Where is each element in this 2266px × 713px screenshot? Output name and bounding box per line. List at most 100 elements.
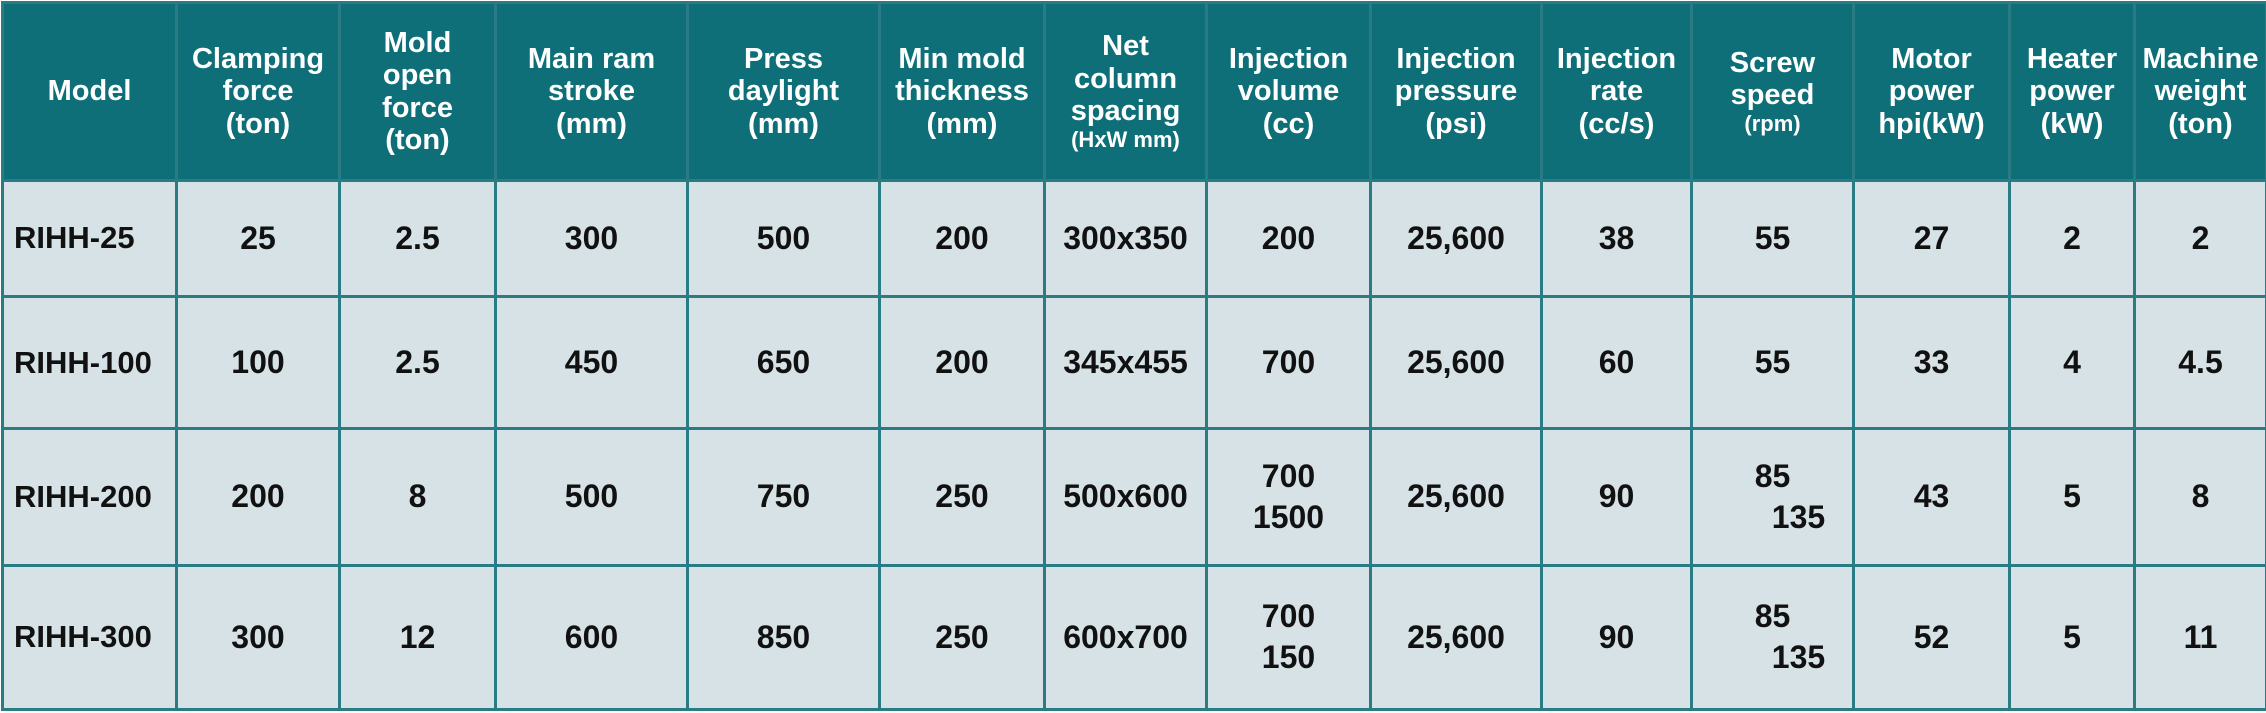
cell-value: 150 xyxy=(1261,639,1316,676)
header-injection-volume: Injection volume (cc) xyxy=(1208,4,1372,182)
cell-press-daylight: 650 xyxy=(689,298,881,431)
header-line: Injection xyxy=(1396,42,1516,75)
cell-injection-rate: 90 xyxy=(1543,430,1693,567)
cell-value: 135 xyxy=(1771,499,1826,536)
header-line: force xyxy=(222,75,294,108)
cell-mold-open-force: 8 xyxy=(341,430,497,567)
cell-min-mold-thickness: 200 xyxy=(881,298,1046,431)
cell-main-ram-stroke: 600 xyxy=(497,566,689,711)
table-row: RIHH-25 25 2.5 300 500 200 300x350 200 2… xyxy=(4,182,2266,299)
header-line: Net xyxy=(1102,30,1149,63)
cell-press-daylight: 500 xyxy=(689,182,881,299)
cell-injection-pressure: 25,600 xyxy=(1372,430,1543,567)
header-line: (rpm) xyxy=(1744,110,1801,136)
table-row: RIHH-200 200 8 500 750 250 500x600 700 1… xyxy=(4,430,2266,567)
header-row: Model Clamping force (ton) Mold open for… xyxy=(4,4,2266,182)
cell-press-daylight: 750 xyxy=(689,430,881,567)
cell-min-mold-thickness: 250 xyxy=(881,430,1046,567)
cell-value: 85 xyxy=(1754,457,1791,494)
header-net-column-spacing: Net column spacing (HxW mm) xyxy=(1046,4,1208,182)
cell-clamping-force: 25 xyxy=(178,182,341,299)
header-line: (mm) xyxy=(926,107,998,140)
header-mold-open-force: Mold open force (ton) xyxy=(341,4,497,182)
header-min-mold-thickness: Min mold thickness (mm) xyxy=(881,4,1046,182)
header-line: force xyxy=(382,91,453,124)
header-line: Screw xyxy=(1729,46,1816,79)
cell-mold-open-force: 2.5 xyxy=(341,298,497,431)
header-line: Model xyxy=(47,75,132,108)
cell-press-daylight: 850 xyxy=(689,566,881,711)
cell-net-column-spacing: 300x350 xyxy=(1046,182,1208,299)
header-press-daylight: Press daylight (mm) xyxy=(689,4,881,182)
cell-motor-power: 27 xyxy=(1855,182,2011,299)
cell-net-column-spacing: 600x700 xyxy=(1046,566,1208,711)
header-main-ram-stroke: Main ram stroke (mm) xyxy=(497,4,689,182)
cell-heater-power: 5 xyxy=(2011,430,2136,567)
cell-value: 700 xyxy=(1261,597,1316,634)
table-row: RIHH-100 100 2.5 450 650 200 345x455 700… xyxy=(4,298,2266,431)
cell-screw-speed: 85 135 xyxy=(1693,566,1855,711)
cell-min-mold-thickness: 200 xyxy=(881,182,1046,299)
cell-value: 85 xyxy=(1754,597,1791,634)
header-line: Mold xyxy=(383,26,452,59)
header-line: stroke xyxy=(547,75,636,108)
header-line: (ton) xyxy=(2168,107,2233,140)
header-motor-power: Motor power hpi(kW) xyxy=(1855,4,2011,182)
cell-value: 55 xyxy=(1754,344,1791,381)
cell-model: RIHH-200 xyxy=(4,430,178,567)
cell-motor-power: 33 xyxy=(1855,298,2011,431)
cell-heater-power: 4 xyxy=(2011,298,2136,431)
cell-value: 1500 xyxy=(1252,499,1325,536)
header-line: Press xyxy=(743,42,823,75)
cell-injection-volume: 700 1500 xyxy=(1208,430,1372,567)
table-row: RIHH-300 300 12 600 850 250 600x700 700 … xyxy=(4,566,2266,711)
header-line: Min mold xyxy=(898,42,1026,75)
cell-value: 55 xyxy=(1754,219,1791,256)
cell-main-ram-stroke: 300 xyxy=(497,182,689,299)
header-line: (mm) xyxy=(748,107,819,140)
cell-value: 135 xyxy=(1771,639,1826,676)
cell-injection-volume: 700 xyxy=(1208,298,1372,431)
header-line: (ton) xyxy=(225,107,291,140)
header-line: (mm) xyxy=(556,107,627,140)
header-injection-rate: Injection rate (cc/s) xyxy=(1543,4,1693,182)
header-line: Clamping xyxy=(191,42,325,75)
cell-machine-weight: 11 xyxy=(2136,566,2266,711)
cell-model: RIHH-300 xyxy=(4,566,178,711)
header-heater-power: Heater power (kW) xyxy=(2011,4,2136,182)
header-line: open xyxy=(382,59,453,92)
cell-injection-pressure: 25,600 xyxy=(1372,566,1543,711)
header-line: daylight xyxy=(727,75,840,108)
cell-mold-open-force: 12 xyxy=(341,566,497,711)
header-line: (psi) xyxy=(1425,107,1487,140)
header-line: volume xyxy=(1237,75,1340,108)
cell-heater-power: 5 xyxy=(2011,566,2136,711)
header-line: weight xyxy=(2154,75,2247,108)
cell-screw-speed: 85 135 xyxy=(1693,430,1855,567)
header-clamping-force: Clamping force (ton) xyxy=(178,4,341,182)
cell-net-column-spacing: 345x455 xyxy=(1046,298,1208,431)
header-line: Injection xyxy=(1228,42,1349,75)
header-line: Heater xyxy=(2026,42,2118,75)
header-line: pressure xyxy=(1394,75,1518,108)
cell-value: 200 xyxy=(1261,219,1316,256)
cell-machine-weight: 2 xyxy=(2136,182,2266,299)
header-line: speed xyxy=(1730,79,1815,112)
header-line: Motor xyxy=(1891,42,1972,75)
header-line: (cc) xyxy=(1262,107,1315,140)
cell-net-column-spacing: 500x600 xyxy=(1046,430,1208,567)
header-machine-weight: Machine weight (ton) xyxy=(2136,4,2266,182)
cell-heater-power: 2 xyxy=(2011,182,2136,299)
header-line: (ton) xyxy=(385,123,450,156)
cell-injection-volume: 200 xyxy=(1208,182,1372,299)
cell-min-mold-thickness: 250 xyxy=(881,566,1046,711)
header-line: (kW) xyxy=(2040,107,2104,140)
header-line: hpi(kW) xyxy=(1878,107,1985,140)
header-line: column xyxy=(1073,62,1178,95)
header-line: Machine xyxy=(2142,42,2259,75)
cell-screw-speed: 55 xyxy=(1693,182,1855,299)
cell-injection-volume: 700 150 xyxy=(1208,566,1372,711)
header-model: Model xyxy=(4,4,178,182)
cell-model: RIHH-100 xyxy=(4,298,178,431)
cell-clamping-force: 200 xyxy=(178,430,341,567)
